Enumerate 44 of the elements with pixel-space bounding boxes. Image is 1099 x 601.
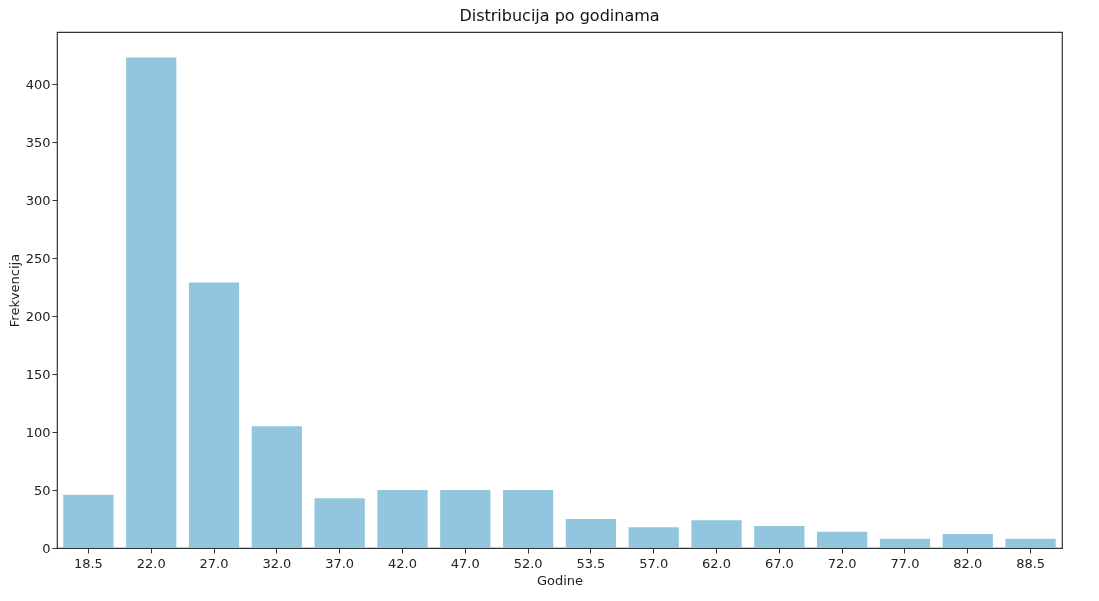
y-tick-label: 100	[25, 424, 51, 440]
x-tick-label: 47.0	[450, 555, 480, 571]
y-tick-label: 150	[25, 366, 51, 382]
y-axis-title: Frekvencija	[6, 253, 22, 328]
y-tick-label: 0	[42, 540, 51, 556]
x-axis-title: Godine	[536, 572, 584, 588]
x-tick-label: 27.0	[199, 555, 229, 571]
bar	[691, 520, 742, 548]
bar	[1005, 538, 1056, 548]
x-tick-label: 22.0	[136, 555, 166, 571]
bar	[377, 490, 428, 548]
x-tick-label: 42.0	[387, 555, 417, 571]
x-tick-label: 18.5	[73, 555, 103, 571]
bar	[188, 282, 240, 548]
chart-title: Distribucija po godinama	[459, 6, 660, 25]
x-tick-label: 72.0	[827, 555, 857, 571]
x-tick-label: 88.5	[1016, 555, 1046, 571]
x-tick-label: 62.0	[702, 555, 732, 571]
x-tick-label: 67.0	[764, 555, 794, 571]
y-tick-label: 50	[33, 482, 51, 498]
bar	[754, 525, 805, 548]
x-tick-label: 57.0	[639, 555, 669, 571]
x-tick-label: 77.0	[890, 555, 920, 571]
bar	[879, 538, 931, 548]
y-tick-label: 300	[25, 192, 51, 208]
bar	[63, 494, 114, 548]
bar	[314, 498, 365, 548]
y-tick-label: 250	[25, 250, 51, 266]
bar	[628, 527, 679, 548]
x-tick-label: 52.0	[513, 555, 543, 571]
x-tick-label: 37.0	[325, 555, 355, 571]
x-tick-label: 32.0	[262, 555, 292, 571]
bar	[126, 57, 177, 548]
x-tick-label: 82.0	[953, 555, 983, 571]
x-tick-label: 53.5	[576, 555, 606, 571]
bar	[817, 531, 868, 548]
bar	[942, 534, 993, 548]
bar	[502, 490, 554, 548]
y-tick-label: 200	[25, 308, 51, 324]
y-tick-label: 400	[25, 76, 51, 92]
y-tick-label: 350	[25, 134, 51, 150]
bar	[565, 519, 617, 548]
bar	[251, 426, 302, 548]
bar	[440, 490, 491, 548]
